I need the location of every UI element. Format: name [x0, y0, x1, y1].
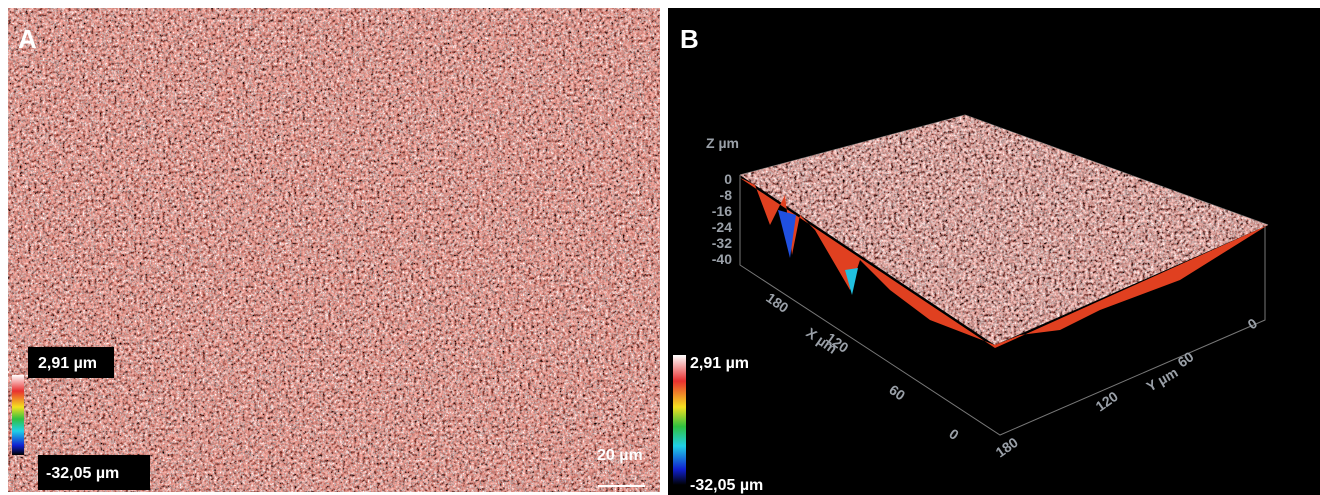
colorbar-min: -32,05 µm: [690, 477, 763, 494]
colorbar: [673, 355, 686, 485]
panel-label: A: [18, 24, 37, 54]
z-axis-title: Z µm: [706, 135, 739, 151]
z-tick-label: 0: [724, 171, 732, 187]
z-tick-label: -24: [712, 219, 732, 235]
colorbar-max: 2,91 µm: [690, 355, 749, 372]
panel-label: B: [680, 24, 699, 54]
z-tick-label: -32: [712, 235, 732, 251]
scale-bar-label: 20 µm: [597, 447, 643, 464]
colorbar-max: 2,91 µm: [38, 355, 97, 372]
texture-specks: [8, 8, 660, 492]
colorbar: [12, 375, 24, 455]
colorbar-min: -32,05 µm: [46, 465, 119, 482]
panel-a: A 2,91 µm -32,05 µm 20 µm: [8, 8, 660, 492]
figure: A 2,91 µm -32,05 µm 20 µm B Z µm 0-8-16-…: [0, 0, 1320, 495]
z-tick-label: -40: [712, 251, 732, 267]
z-tick-label: -16: [712, 203, 732, 219]
panel-b: B Z µm 0-8-16-24-32-40 X µm Y µm 1801206…: [668, 8, 1320, 495]
z-tick-label: -8: [720, 187, 733, 203]
